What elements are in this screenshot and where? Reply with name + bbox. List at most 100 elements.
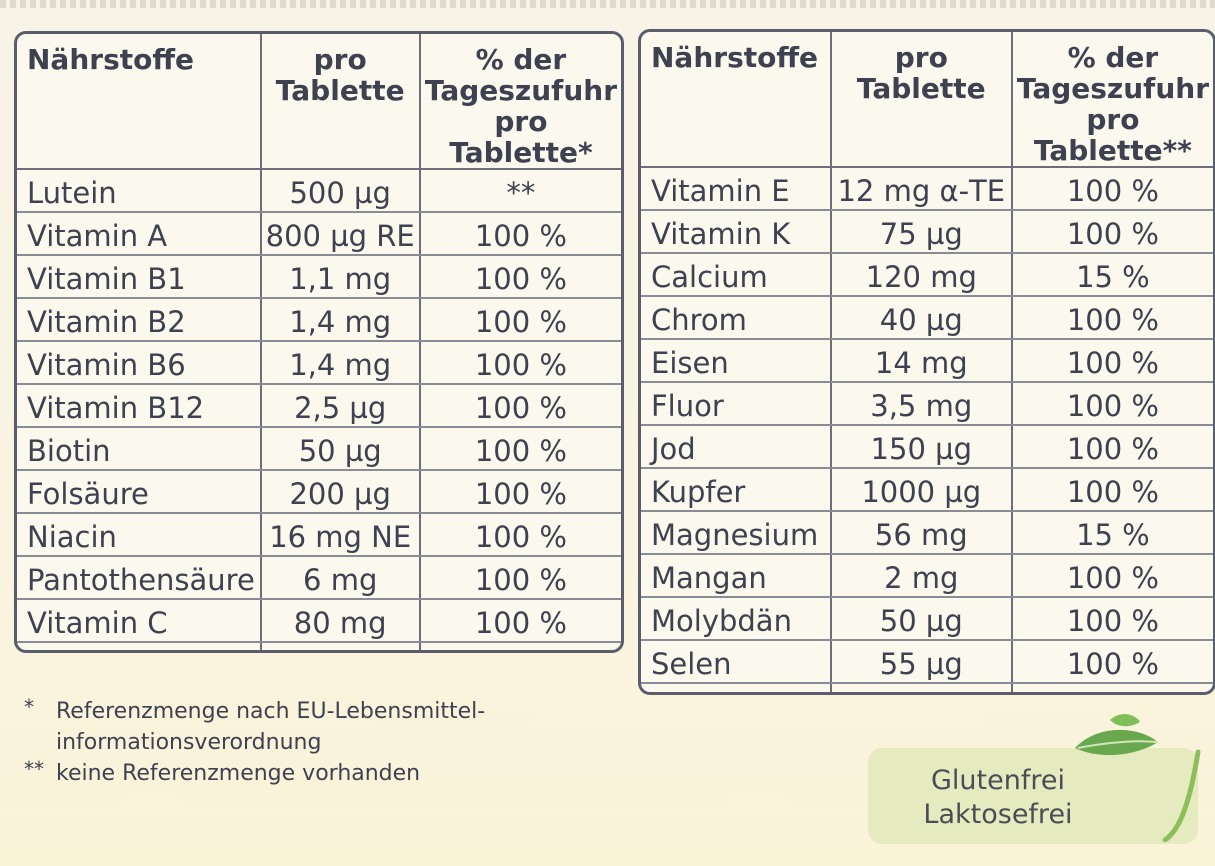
amount-per-tablet: 1,1 mg [260,255,421,299]
top-dotted-line [0,0,1215,8]
gluten-lactose-free-badge: Glutenfrei Laktosefrei [868,748,1198,844]
nutrient-name: Vitamin C [17,599,262,643]
amount-per-tablet: 6 mg [260,556,421,600]
table-row: Calcium 120 mg 15 % [641,253,1213,297]
nutrient-name: Calcium [641,253,832,297]
nutrient-name: Chrom [641,296,832,340]
amount-per-tablet: 1,4 mg [260,341,421,385]
footnote-single-star: * Referenzmenge nach EU-Lebensmittel-inf… [24,695,624,758]
nutrient-name: Niacin [17,513,262,557]
amount-per-tablet: 200 µg [260,470,421,514]
nutrient-name: Vitamin D [17,642,262,650]
table-row: Molybdän 50 µg 100 % [641,597,1213,641]
daily-value-percent: 100 % [1011,339,1213,383]
table-row: Folsäure 200 µg 100 % [17,470,621,514]
nutrient-table: Nährstoffe pro Tablette % der Tageszufuh… [17,34,621,650]
daily-value-percent: 100 % [1012,683,1213,692]
table-row: Fluor 3,5 mg 100 % [641,382,1213,426]
nutrient-name: Jod [641,425,832,469]
daily-value-percent: 100 % [1011,425,1213,469]
daily-value-percent: 100 % [419,298,621,342]
table-row: Biotin 50 µg 100 % [17,427,621,471]
daily-value-percent: 15 % [1011,511,1213,555]
daily-value-percent: 100 % [1011,296,1213,340]
daily-value-percent: 100 % [1011,554,1213,598]
nutrient-name: Vitamin B6 [17,341,262,385]
badge-lactose-free: Laktosefrei [923,799,1073,830]
amount-per-tablet: 10 mg [830,683,1013,692]
nutrient-name: Vitamin E [641,167,832,211]
footnote-mark: ** [24,757,44,781]
daily-value-percent: 100 % [419,341,621,385]
badge-gluten-free: Glutenfrei [931,765,1065,796]
daily-value-percent: 100 % [419,212,621,256]
amount-per-tablet: 500 µg [260,169,421,213]
footnote-text: keine Referenzmenge vorhanden [56,761,421,786]
nutrient-name: Folsäure [17,470,262,514]
nutrient-name: Eisen [641,339,832,383]
table-row: Jod 150 µg 100 % [641,425,1213,469]
daily-value-percent: 100 % [419,384,621,428]
nutrient-name: Selen [641,640,832,684]
nutrient-table-left: Nährstoffe pro Tablette % der Tageszufuh… [14,31,624,653]
table-row: Vitamin E 12 mg α-TE 100 % [641,167,1213,211]
daily-value-percent: 15 % [1011,253,1213,297]
daily-value-percent: 100 % [1011,597,1213,641]
footnote-text: Referenzmenge nach EU-Lebensmittel-infor… [56,699,486,755]
table-row: Selen 55 µg 100 % [641,640,1213,684]
daily-value-percent: 100 % [419,427,621,471]
daily-value-percent: 100 % [420,642,621,650]
daily-value-percent: 100 % [1011,382,1213,426]
header-tageszufuhr: % der Tageszufuhr pro Tablette* [419,34,621,170]
nutrient-name: Vitamin B12 [17,384,262,428]
amount-per-tablet: 50 µg [830,597,1013,641]
amount-per-tablet: 120 mg [830,253,1013,297]
nutrient-name: Lutein [17,169,262,213]
nutrient-name: Molybdän [641,597,832,641]
header-pro-tablette: pro Tablette [830,32,1013,168]
amount-per-tablet: 56 mg [830,511,1013,555]
nutrient-name: Vitamin K [641,210,832,254]
daily-value-percent: 100 % [419,556,621,600]
table-row: Magnesium 56 mg 15 % [641,511,1213,555]
amount-per-tablet: 55 µg [830,640,1013,684]
table-row: Vitamin C 80 mg 100 % [17,599,621,643]
daily-value-percent: 100 % [419,599,621,643]
table-row: Pantothensäure 6 mg 100 % [17,556,621,600]
nutrient-name: Vitamin B1 [17,255,262,299]
daily-value-percent: 100 % [1011,640,1213,684]
table-row: Mangan 2 mg 100 % [641,554,1213,598]
table-row: Chrom 40 µg 100 % [641,296,1213,340]
header-naehrstoffe: Nährstoffe [641,32,832,168]
amount-per-tablet: 1,4 mg [260,298,421,342]
amount-per-tablet: 150 µg [830,425,1013,469]
table-row: Vitamin A 800 µg RE 100 % [17,212,621,256]
table-row: Vitamin K 75 µg 100 % [641,210,1213,254]
footnote-mark: * [24,695,34,719]
amount-per-tablet: 75 µg [830,210,1013,254]
footnotes: * Referenzmenge nach EU-Lebensmittel-inf… [24,695,624,789]
table-row: Vitamin B2 1,4 mg 100 % [17,298,621,342]
table-row: Kupfer 1000 µg 100 % [641,468,1213,512]
amount-per-tablet: 16 mg NE [260,513,421,557]
table-row: Niacin 16 mg NE 100 % [17,513,621,557]
table-row: Lutein 500 µg ** [17,169,621,213]
amount-per-tablet: 2 mg [830,554,1013,598]
nutrient-name: Magnesium [641,511,832,555]
nutrient-name: Zink [641,683,832,692]
table-row: Vitamin B12 2,5 µg 100 % [17,384,621,428]
header-pro-tablette: pro Tablette [260,34,421,170]
nutrient-name: Biotin [17,427,262,471]
header-tageszufuhr: % der Tageszufuhr pro Tablette** [1011,32,1213,168]
daily-value-percent: 100 % [1011,167,1213,211]
amount-per-tablet: 1000 µg [830,468,1013,512]
amount-per-tablet: 40 µg [830,296,1013,340]
nutrient-table-right: Nährstoffe pro Tablette % der Tageszufuh… [638,29,1215,695]
amount-per-tablet: 14 mg [830,339,1013,383]
nutrient-name: Vitamin A [17,212,262,256]
nutrient-name: Vitamin B2 [17,298,262,342]
amount-per-tablet: 12 mg α-TE [830,167,1013,211]
nutrient-name: Pantothensäure [17,556,262,600]
amount-per-tablet: 800 µg RE [260,212,421,256]
